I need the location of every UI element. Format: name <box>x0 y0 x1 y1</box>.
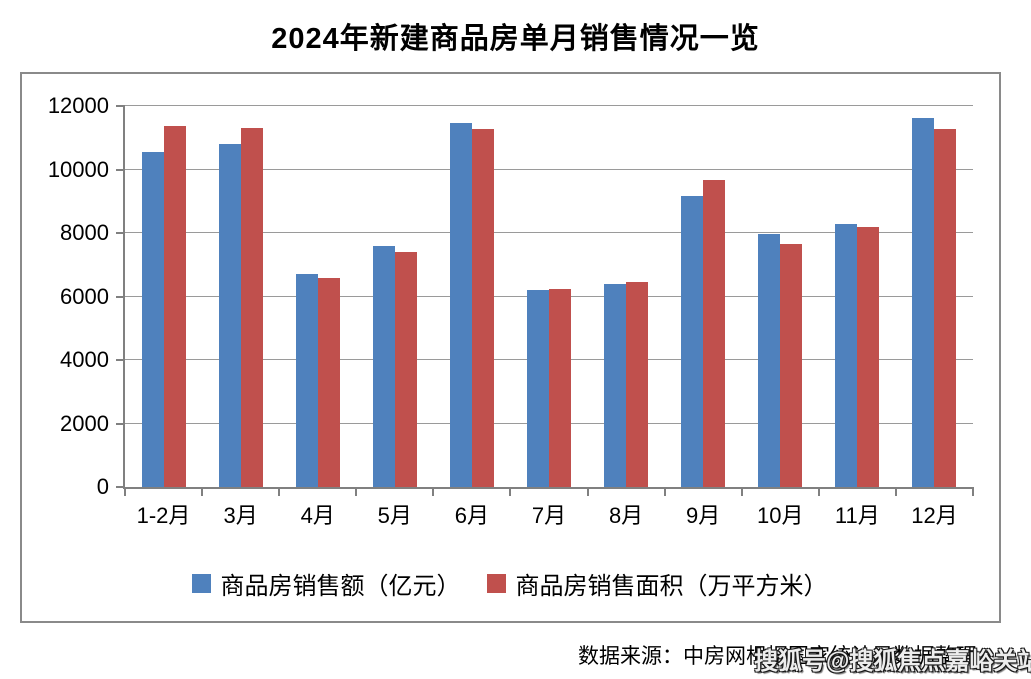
data-source-text: 数据来源：中房网根据国家统计局数据整理 <box>578 644 977 668</box>
bar-sales-area <box>240 128 263 487</box>
y-axis-tick <box>116 168 125 171</box>
legend-entry-sales-amount: 商品房销售额（亿元） <box>191 566 461 601</box>
legend-entry-sales-area: 商品房销售面积（万平方米） <box>486 566 828 601</box>
gridline <box>125 168 973 170</box>
x-axis-label: 3月 <box>223 503 258 528</box>
bar-sales-amount <box>218 144 241 487</box>
bar-sales-amount <box>681 196 704 487</box>
bar-sales-area <box>163 126 186 487</box>
y-axis-tick <box>116 486 125 488</box>
bar-sales-amount <box>141 152 164 487</box>
x-axis-label: 6月 <box>454 503 490 528</box>
x-axis-label: 10月 <box>757 503 804 528</box>
y-axis-tick <box>116 359 125 361</box>
x-axis-label: 4月 <box>300 503 335 528</box>
bar-sales-amount <box>449 123 472 487</box>
x-axis-tick <box>894 487 897 496</box>
y-axis-tick <box>116 105 125 107</box>
bar-sales-amount <box>604 284 627 487</box>
bar-sales-amount <box>295 274 318 487</box>
x-axis-tick <box>817 487 820 496</box>
x-axis-tick <box>663 487 666 496</box>
bar-sales-area <box>549 289 571 487</box>
y-axis-label: 0 <box>96 474 109 499</box>
x-axis-label: 5月 <box>377 503 412 528</box>
legend-swatch-area <box>486 574 506 593</box>
chart-title: 2024年新建商品房单月销售情况一览 <box>271 23 760 55</box>
x-axis-tick <box>124 487 126 496</box>
x-axis-label: 7月 <box>531 503 567 528</box>
y-axis-label: 6000 <box>60 283 109 309</box>
y-axis-label: 8000 <box>60 220 109 245</box>
watermark-text: 搜狐号@搜狐焦点嘉峪关站 <box>754 648 1031 675</box>
bar-sales-amount <box>758 234 781 487</box>
gridline <box>125 105 973 106</box>
y-axis-label: 12000 <box>47 93 109 118</box>
x-axis-label: 8月 <box>608 503 644 528</box>
plot-area: 0 2000 4000 6000 8000 10000 12000 1-2月 3月 4月 5月 6月 7… <box>48 93 974 528</box>
bar-sales-area <box>857 227 880 487</box>
x-axis-label: 11月 <box>834 503 880 528</box>
x-axis-tick <box>278 487 281 496</box>
x-axis-tick <box>355 487 358 496</box>
x-axis-tick <box>432 487 435 496</box>
x-axis-tick <box>201 487 204 496</box>
bar-sales-amount <box>527 290 549 487</box>
legend-label-area: 商品房销售面积（万平方米） <box>515 574 828 600</box>
bar-sales-area <box>626 282 649 487</box>
bar-sales-amount <box>372 246 395 487</box>
x-axis-label: 12月 <box>911 503 958 528</box>
legend: 商品房销售额（亿元） 商品房销售面积（万平方米） <box>20 566 999 601</box>
bar-sales-area <box>703 180 726 487</box>
x-axis-tick <box>586 487 589 496</box>
bar-sales-area <box>394 252 417 487</box>
x-axis-tick <box>972 487 974 496</box>
gridline <box>125 232 973 233</box>
y-axis-tick <box>116 295 125 298</box>
bar-sales-area <box>317 278 340 487</box>
y-axis-tick <box>116 232 125 234</box>
x-axis-tick <box>509 487 512 496</box>
y-axis-tick <box>116 422 125 425</box>
y-axis-label: 4000 <box>60 347 109 372</box>
bar-sales-area <box>934 129 957 487</box>
y-axis-label: 10000 <box>47 156 109 182</box>
x-axis-label: 1-2月 <box>136 503 191 528</box>
legend-swatch-amount <box>191 574 211 593</box>
bar-sales-area <box>780 244 803 487</box>
x-axis-tick <box>740 487 743 496</box>
bar-sales-amount <box>912 118 935 487</box>
bar-sales-area <box>471 129 494 487</box>
bar-sales-amount <box>835 224 858 487</box>
y-axis-label: 2000 <box>60 410 109 436</box>
legend-label-amount: 商品房销售额（亿元） <box>220 574 461 600</box>
x-axis-label: 9月 <box>686 503 721 528</box>
